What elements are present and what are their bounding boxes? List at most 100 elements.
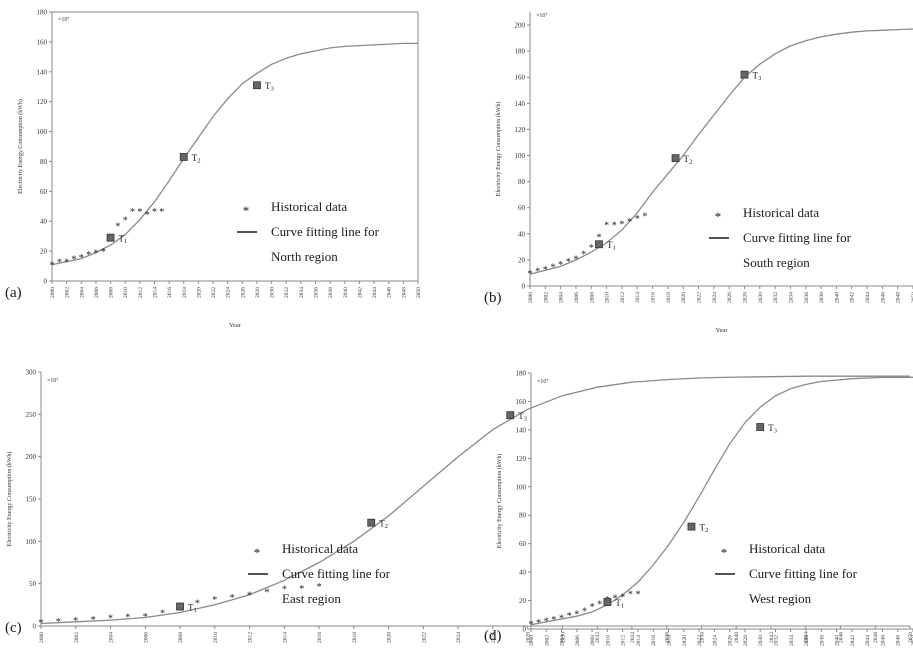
x-tick-label: 2000 [528,292,534,303]
panel-label: (d) [484,628,502,644]
historical-data-point: * [590,602,595,613]
x-tick-label: 2022 [421,632,427,643]
x-tick-label: 2014 [152,287,158,298]
historical-data-point: * [635,214,640,225]
historical-data-point: * [50,261,55,272]
x-tick-label: 2044 [865,292,871,303]
y-tick-label: 140 [37,68,48,76]
x-tick-label: 2046 [880,635,886,646]
y-tick-label: 120 [37,98,48,106]
historical-data-point: * [597,599,602,610]
y-tick-label: 20 [518,256,526,264]
x-tick-label: 2014 [282,632,288,643]
x-tick-label: 2050 [908,632,913,643]
x-tick-label: 2040 [834,292,840,303]
historical-data-point: * [529,619,534,630]
y-tick-label: 0 [44,278,48,286]
x-tick-label: 2036 [804,292,810,303]
x-tick-label: 2036 [314,287,320,298]
historical-data-point: * [573,255,578,266]
x-tick-label: 2038 [328,287,334,298]
historical-data-point: * [619,219,624,230]
x-tick-label: 2004 [109,632,115,643]
historical-data-point: * [642,212,647,223]
turning-point-letter: T [699,523,705,533]
legend-asterisk-symbol: * [721,545,728,560]
y-tick-label: 100 [516,483,527,491]
turning-point-subscript: 2 [385,523,388,530]
turning-point-letter: T [188,603,194,613]
historical-data-point: * [582,607,587,618]
historical-data-point: * [574,609,579,620]
x-tick-label: 2040 [343,287,349,298]
x-tick-label: 2026 [240,287,246,298]
y-tick-label: 0 [523,626,527,634]
x-tick-label: 2022 [697,292,703,303]
y-tick-label: 180 [37,9,48,17]
y-tick-label: 200 [26,453,37,461]
y-tick-label: 40 [40,218,48,226]
y-tick-label: 80 [40,158,48,166]
y-tick-label: 50 [29,580,37,588]
y-axis-title: Electricity Energy Consumption (kWh) [495,102,502,197]
legend-asterisk-symbol: * [243,203,250,218]
historical-data-point: * [212,595,217,606]
panel-label: (c) [5,620,22,636]
x-tick-label: 2006 [575,635,581,646]
historical-data-point: * [613,594,618,605]
x-tick-label: 2020 [681,292,687,303]
panel-label: (b) [484,290,502,306]
historical-data-point: * [115,222,120,233]
historical-data-point: * [91,615,96,626]
x-tick-label: 2008 [178,632,184,643]
y-tick-label: 0 [522,283,526,291]
turning-point-marker [106,233,115,242]
turning-point-marker [740,70,749,79]
historical-data-point: * [64,258,69,269]
x-tick-label: 2006 [94,287,100,298]
x-tick-label: 2048 [896,292,902,303]
legend-asterisk-symbol: * [715,209,722,224]
historical-data-point: * [39,618,44,629]
turning-point-marker [595,240,603,249]
turning-point-label: T2 [379,519,388,531]
y-tick-label: 100 [515,152,526,160]
turning-point-subscript: 1 [194,607,197,614]
turning-point-marker [687,522,696,531]
x-tick-label: 2026 [491,632,497,643]
x-tick-label: 2044 [804,632,810,643]
historical-data-point: * [57,258,62,269]
turning-point-subscript: 2 [705,527,708,534]
x-tick-label: 2046 [880,292,886,303]
historical-data-point: * [528,269,533,280]
turning-point-label: T1 [607,240,616,252]
historical-data-point: * [159,207,164,218]
x-tick-label: 2002 [74,632,80,643]
turning-point-label: T3 [265,81,274,93]
historical-data-point: * [145,210,150,221]
historical-data-point: * [581,249,586,260]
historical-data-point: * [130,207,135,218]
historical-data-point: * [543,265,548,276]
historical-data-point: * [536,618,541,629]
turning-point-marker [756,423,765,431]
y-tick-label: 60 [518,204,526,212]
x-tick-label: 2018 [666,292,672,303]
y-axis-title: Electricity Energy Consumption (kWh) [17,99,24,194]
y-tick-label: 60 [519,540,527,548]
y-tick-label: 80 [519,512,527,520]
y-tick-label: 80 [518,178,526,186]
x-tick-label: 2004 [560,635,566,646]
historical-data-point: * [71,255,76,266]
x-tick-label: 2030 [758,635,764,646]
x-tick-label: 2024 [456,632,462,643]
historical-data-point: * [56,617,61,628]
turning-point-letter: T [607,240,613,250]
x-tick-label: 2016 [167,287,173,298]
turning-point-letter: T [684,154,690,164]
x-tick-label: 2022 [211,287,217,298]
x-tick-label: 2038 [819,292,825,303]
turning-point-letter: T [768,423,774,433]
